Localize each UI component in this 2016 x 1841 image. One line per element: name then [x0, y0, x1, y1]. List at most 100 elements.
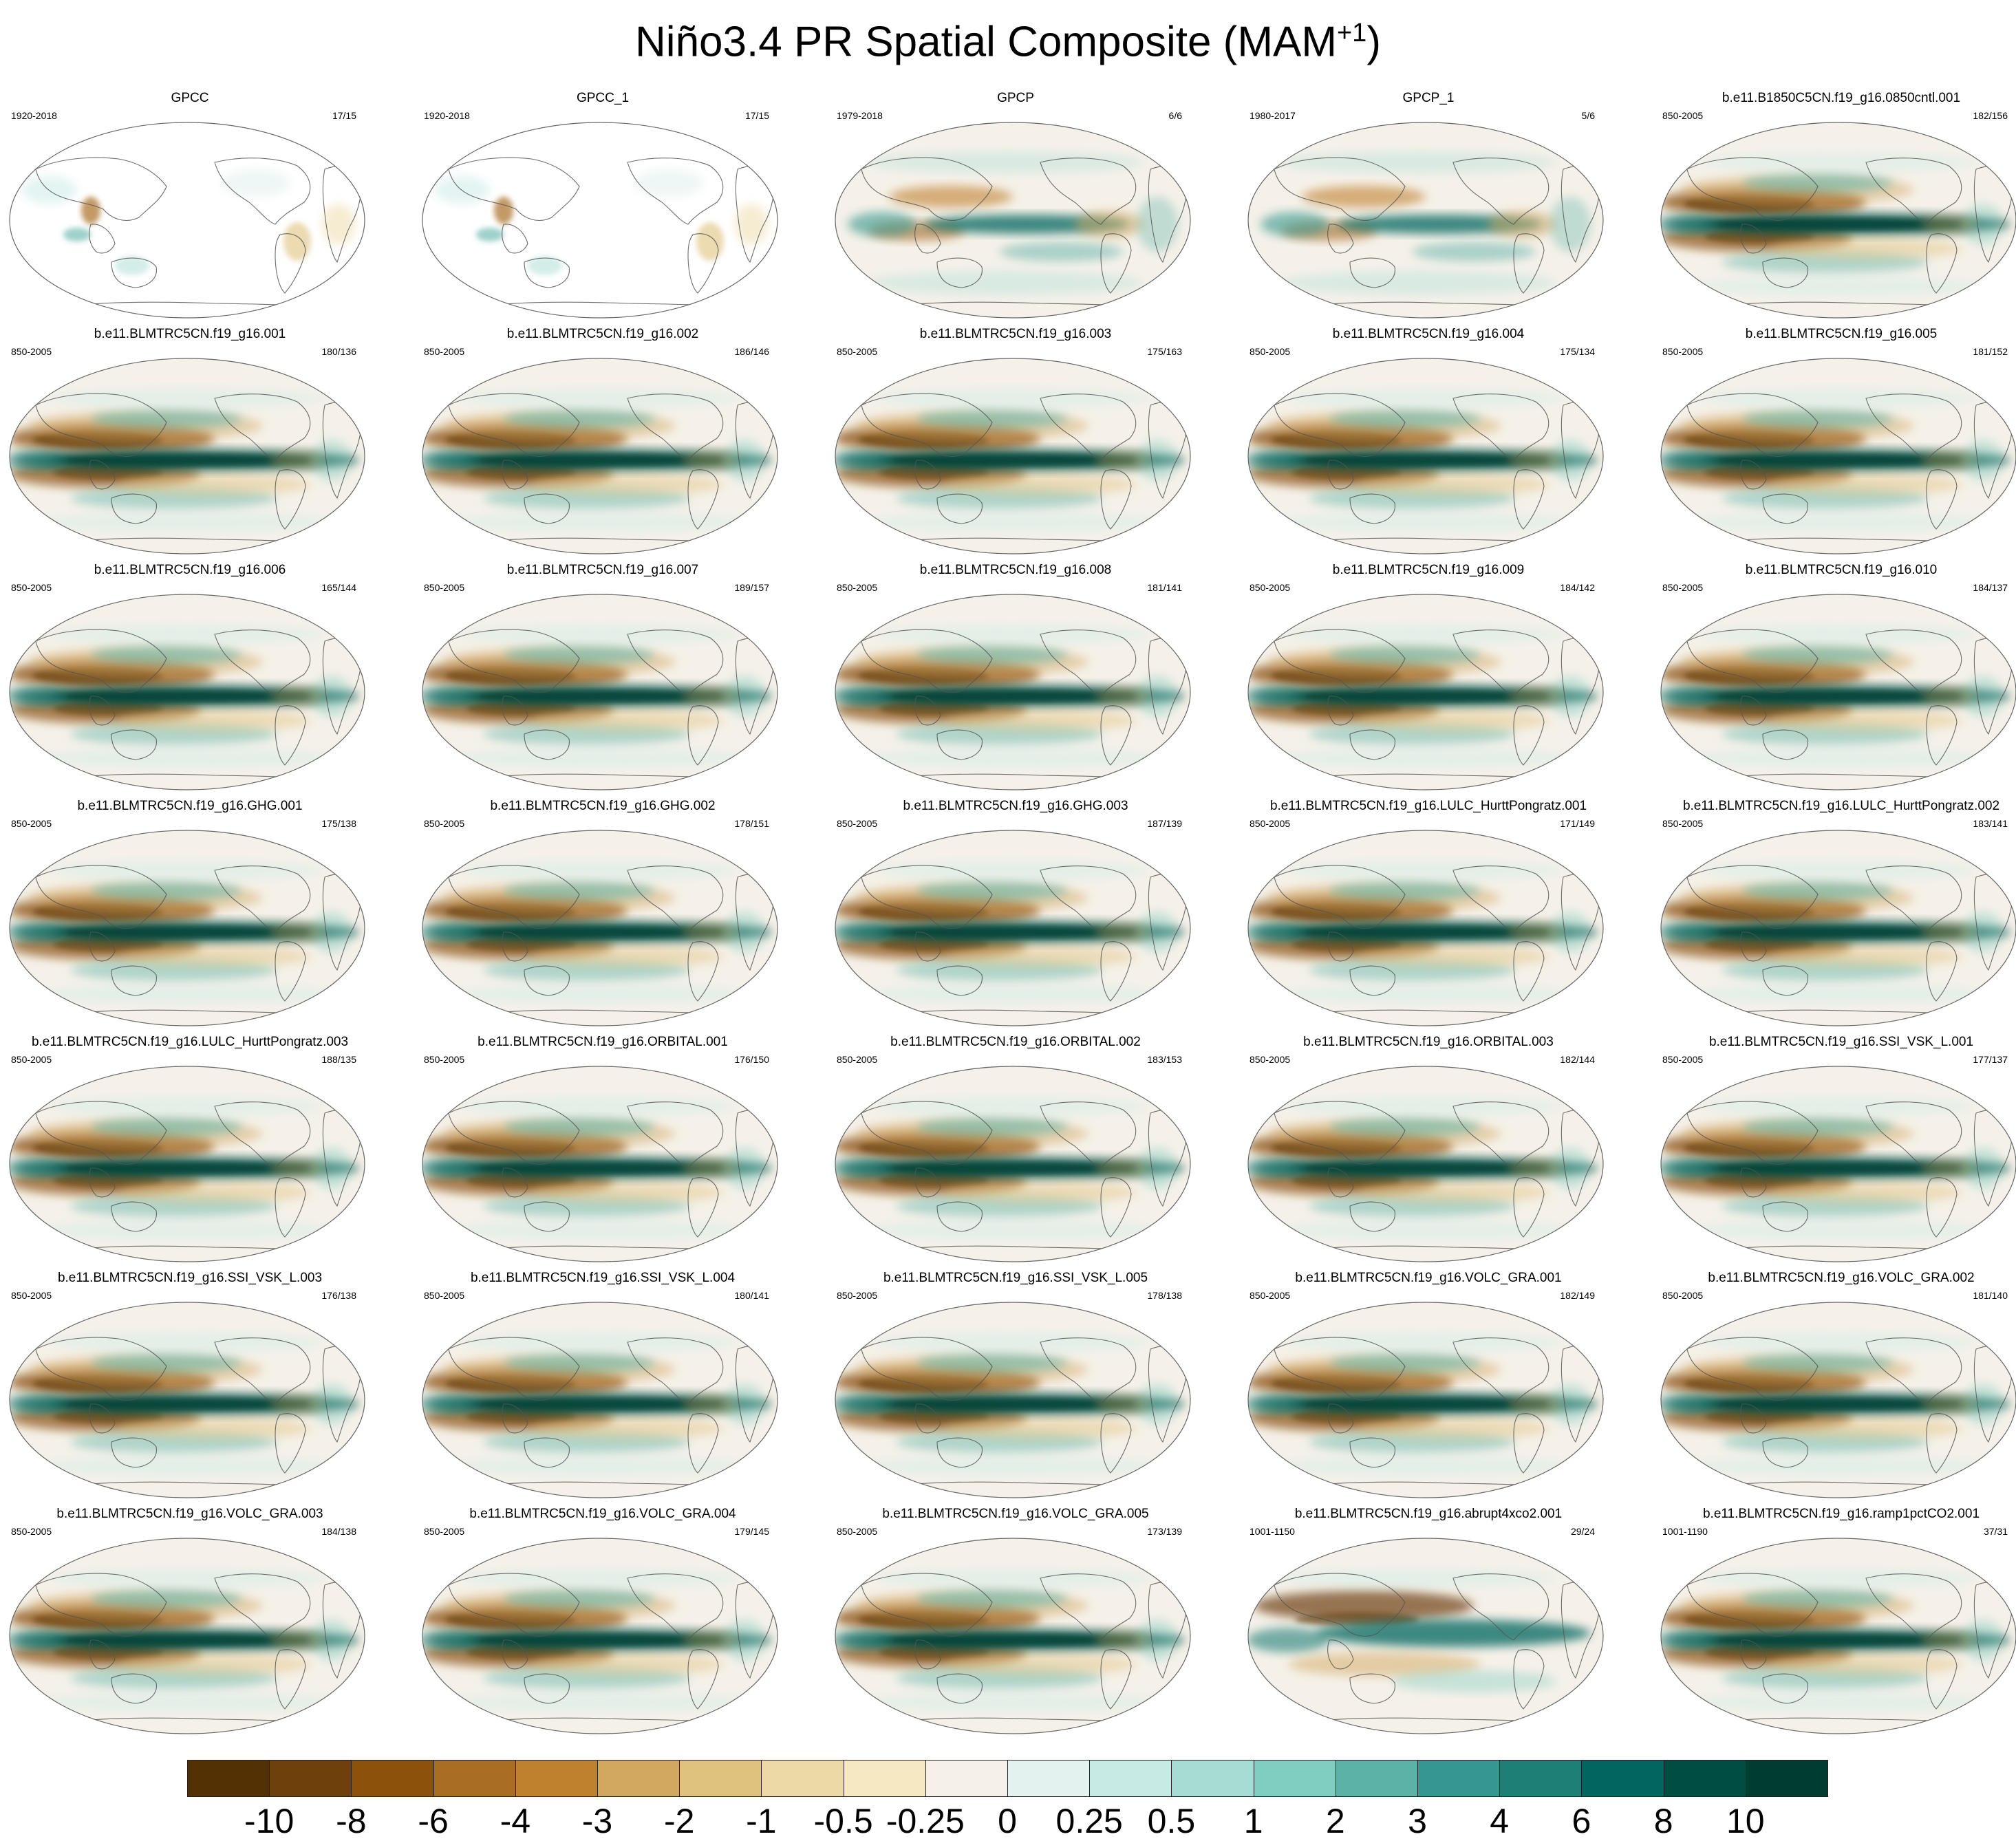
robinson-map	[1247, 1538, 1604, 1734]
colorbar-tick-label: 3	[1408, 1802, 1427, 1840]
robinson-map	[9, 1302, 365, 1498]
panel-period: 850-2005	[424, 818, 465, 829]
panel-count: 183/153	[1147, 1054, 1182, 1065]
panel-title: b.e11.BLMTRC5CN.f19_g16.001	[94, 327, 286, 341]
panel-title: b.e11.BLMTRC5CN.f19_g16.003	[919, 327, 1112, 341]
panel-period: 850-2005	[11, 582, 52, 593]
colorbar	[187, 1760, 1828, 1797]
robinson-map	[835, 1302, 1191, 1498]
colorbar-tick-label: -1	[746, 1802, 777, 1840]
panel-count: 176/150	[734, 1054, 769, 1065]
panel-period: 850-2005	[837, 1526, 878, 1537]
panel-title: GPCP_1	[1402, 91, 1455, 105]
colorbar-swatch	[925, 1760, 1008, 1797]
panel-period: 850-2005	[837, 582, 878, 593]
robinson-map	[1247, 594, 1604, 790]
panel-period: 850-2005	[1662, 1290, 1704, 1301]
colorbar-swatch	[433, 1760, 516, 1797]
colorbar-tick-label: -2	[663, 1802, 695, 1840]
panel-count: 6/6	[1168, 110, 1182, 121]
map-panel: b.e11.BLMTRC5CN.f19_g16.GHG.001 850-2005 1…	[4, 799, 376, 1033]
panel-title: b.e11.BLMTRC5CN.f19_g16.ORBITAL.003	[1303, 1035, 1554, 1049]
colorbar-swatch	[1253, 1760, 1336, 1797]
map-panel: b.e11.BLMTRC5CN.f19_g16.007 850-2005 189/1…	[417, 563, 789, 797]
panel-period: 850-2005	[424, 1290, 465, 1301]
panel-period: 850-2005	[837, 818, 878, 829]
panel-count: 175/134	[1560, 346, 1595, 357]
colorbar-tick-label: 1	[1243, 1802, 1263, 1840]
panel-count: 180/141	[734, 1290, 769, 1301]
panel-title: b.e11.BLMTRC5CN.f19_g16.SSI_VSK_L.004	[470, 1271, 736, 1285]
panel-title: GPCP	[997, 91, 1034, 105]
colorbar-swatch	[1007, 1760, 1091, 1797]
robinson-map	[9, 358, 365, 555]
panel-period: 850-2005	[11, 818, 52, 829]
map-panel: b.e11.BLMTRC5CN.f19_g16.VOLC_GRA.003 850-…	[4, 1507, 376, 1741]
panel-title: b.e11.BLMTRC5CN.f19_g16.VOLC_GRA.004	[469, 1507, 736, 1521]
panel-count: 176/138	[321, 1290, 356, 1301]
panel-count: 17/15	[332, 110, 356, 121]
colorbar-swatch	[1089, 1760, 1172, 1797]
panel-title: b.e11.BLMTRC5CN.f19_g16.VOLC_GRA.005	[882, 1507, 1149, 1521]
panel-period: 1980-2017	[1250, 110, 1296, 121]
robinson-map	[835, 122, 1191, 319]
panel-period: 850-2005	[424, 346, 465, 357]
colorbar-tick-label: 0.25	[1055, 1802, 1123, 1840]
map-panel: b.e11.BLMTRC5CN.f19_g16.VOLC_GRA.005 850-…	[830, 1507, 1201, 1741]
panel-count: 184/137	[1973, 582, 2008, 593]
panel-title: b.e11.BLMTRC5CN.f19_g16.LULC_HurttPongra…	[31, 1035, 349, 1049]
panel-count: 181/152	[1973, 346, 2008, 357]
panel-period: 1920-2018	[424, 110, 470, 121]
colorbar-swatch	[515, 1760, 598, 1797]
panel-period: 850-2005	[1250, 818, 1291, 829]
robinson-map	[422, 1302, 778, 1498]
chart-title: Niño3.4 PR Spatial Composite (MAM+1)	[0, 6, 2016, 70]
panel-period: 850-2005	[424, 582, 465, 593]
panel-period: 850-2005	[11, 1526, 52, 1537]
colorbar-tick-label: 0	[998, 1802, 1017, 1840]
panel-count: 189/157	[734, 582, 769, 593]
map-panel: b.e11.BLMTRC5CN.f19_g16.GHG.002 850-2005 1…	[417, 799, 789, 1033]
robinson-map	[835, 594, 1191, 790]
map-panel: b.e11.BLMTRC5CN.f19_g16.008 850-2005 181/1…	[830, 563, 1201, 797]
map-panel: b.e11.BLMTRC5CN.f19_g16.LULC_HurttPongra…	[4, 1035, 376, 1269]
robinson-map	[835, 1538, 1191, 1734]
robinson-map	[835, 1066, 1191, 1262]
chart-title-text: Niño3.4 PR Spatial Composite (MAM	[635, 18, 1337, 66]
robinson-map	[9, 122, 365, 319]
panel-count: 17/15	[744, 110, 769, 121]
map-panel: b.e11.BLMTRC5CN.f19_g16.SSI_VSK_L.001 850…	[1655, 1035, 2016, 1269]
panel-count: 175/163	[1147, 346, 1182, 357]
panel-title: b.e11.B1850C5CN.f19_g16.0850cntl.001	[1722, 91, 1961, 105]
panel-count: 175/138	[321, 818, 356, 829]
map-panel: b.e11.BLMTRC5CN.f19_g16.010 850-2005 184/1…	[1655, 563, 2016, 797]
robinson-map	[422, 1538, 778, 1734]
colorbar-tick-label: 6	[1572, 1802, 1591, 1840]
panel-period: 850-2005	[1250, 1054, 1291, 1065]
panel-count: 182/156	[1973, 110, 2008, 121]
panel-title: b.e11.BLMTRC5CN.f19_g16.abrupt4xco2.001	[1294, 1507, 1563, 1521]
panel-period: 1001-1190	[1662, 1526, 1708, 1537]
panel-title: b.e11.BLMTRC5CN.f19_g16.GHG.003	[903, 799, 1128, 813]
panel-title: b.e11.BLMTRC5CN.f19_g16.SSI_VSK_L.003	[57, 1271, 323, 1285]
panel-count: 182/149	[1560, 1290, 1595, 1301]
colorbar-tick-label: 8	[1653, 1802, 1673, 1840]
robinson-map	[422, 830, 778, 1026]
panel-count: 180/136	[321, 346, 356, 357]
colorbar-swatch	[761, 1760, 844, 1797]
panel-period: 850-2005	[837, 346, 878, 357]
map-panel: b.e11.BLMTRC5CN.f19_g16.LULC_HurttPongra…	[1655, 799, 2016, 1033]
robinson-map	[422, 1066, 778, 1262]
panel-period: 850-2005	[837, 1054, 878, 1065]
colorbar-tick-label: -3	[581, 1802, 613, 1840]
panel-count: 183/141	[1973, 818, 2008, 829]
colorbar-swatch	[597, 1760, 680, 1797]
panel-title: b.e11.BLMTRC5CN.f19_g16.SSI_VSK_L.005	[883, 1271, 1148, 1285]
colorbar-tick-label: -8	[336, 1802, 367, 1840]
colorbar-tick-label: -6	[418, 1802, 449, 1840]
robinson-map	[9, 1538, 365, 1734]
colorbar-tick-label: -4	[500, 1802, 531, 1840]
map-panel: GPCC 1920-2018 17/15	[4, 91, 376, 325]
colorbar-swatch	[1745, 1760, 1828, 1797]
panel-period: 850-2005	[11, 346, 52, 357]
